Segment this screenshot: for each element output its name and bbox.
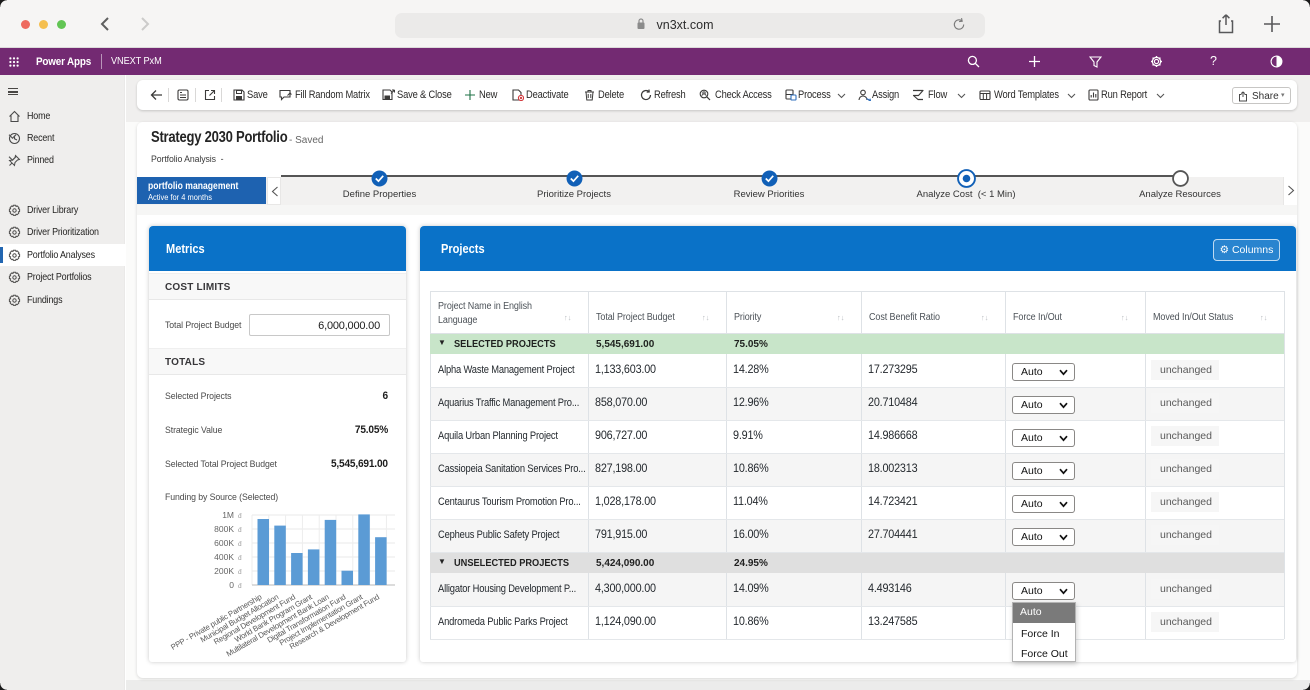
svg-text:đ: đ: [238, 569, 242, 576]
svg-text:đ: đ: [238, 583, 242, 590]
svg-text:đ: đ: [238, 541, 242, 548]
svg-text:400K: 400K: [214, 552, 234, 562]
svg-text:200K: 200K: [214, 566, 234, 576]
svg-text:0: 0: [229, 580, 234, 590]
svg-text:600K: 600K: [214, 538, 234, 548]
svg-text:800K: 800K: [214, 524, 234, 534]
svg-text:1M: 1M: [222, 510, 234, 520]
svg-text:đ: đ: [238, 513, 242, 520]
svg-text:đ: đ: [238, 527, 242, 534]
svg-text:đ: đ: [238, 555, 242, 562]
